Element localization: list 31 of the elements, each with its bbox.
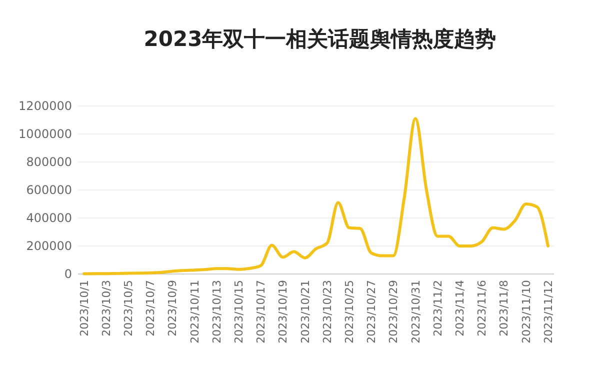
- x-tick-label: 2023/11/6: [476, 280, 489, 336]
- x-tick-label: 2023/10/3: [100, 280, 113, 336]
- x-tick-label: 2023/11/10: [520, 280, 533, 344]
- x-tick-label: 2023/10/25: [342, 280, 356, 344]
- x-tick-label: 2023/10/7: [144, 280, 158, 336]
- x-tick-label: 2023/10/17: [254, 280, 268, 344]
- x-tick-label: 2023/10/13: [210, 280, 224, 344]
- x-tick-label: 2023/10/9: [166, 280, 180, 336]
- chart-title: 2023年双十一相关话题舆情热度趋势: [144, 27, 496, 51]
- x-tick-label: 2023/11/4: [453, 280, 466, 336]
- x-tick-label: 2023/10/23: [320, 280, 334, 344]
- y-tick-label: 0: [64, 267, 72, 282]
- y-tick-label: 1200000: [18, 99, 72, 114]
- y-tick-label: 800000: [26, 155, 72, 170]
- y-tick-label: 400000: [26, 211, 72, 226]
- y-tick-label: 200000: [26, 239, 72, 254]
- line-series: [82, 117, 550, 276]
- x-tick-label: 2023/10/1: [78, 280, 91, 336]
- x-tick-label: 2023/10/5: [122, 280, 136, 336]
- x-tick-label: 2023/10/19: [276, 280, 290, 344]
- y-tick-label: 600000: [26, 183, 72, 198]
- x-tick-label: 2023/10/11: [188, 280, 202, 344]
- x-tick-label: 2023/10/31: [409, 280, 422, 344]
- x-tick-label: 2023/10/21: [298, 280, 312, 344]
- x-tick-label: 2023/10/27: [365, 280, 378, 344]
- x-tick-label: 2023/11/8: [498, 280, 511, 336]
- x-tick-label: 2023/11/12: [542, 280, 555, 344]
- y-tick-label: 1000000: [18, 127, 72, 142]
- x-tick-label: 2023/10/29: [387, 280, 400, 344]
- x-tick-label: 2023/11/2: [431, 280, 444, 336]
- x-tick-label: 2023/10/15: [232, 280, 246, 344]
